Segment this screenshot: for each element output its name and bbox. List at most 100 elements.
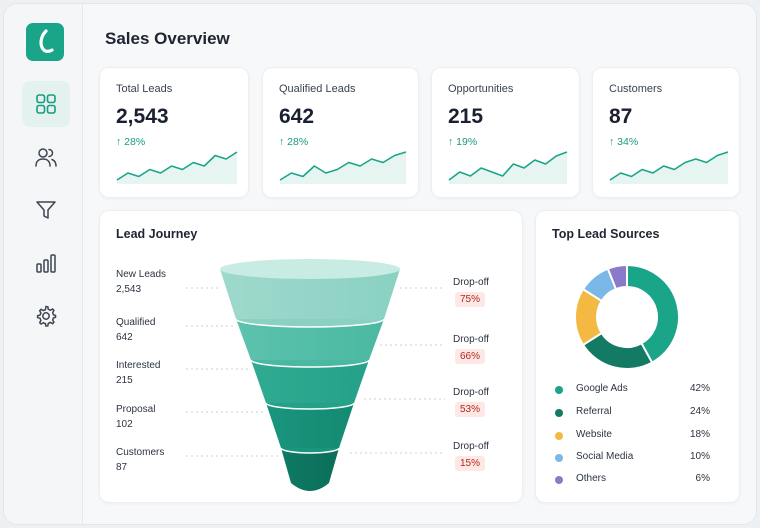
kpi-card-qualified-leads[interactable]: Qualified Leads 642 ↑ 28% <box>262 67 419 198</box>
legend-name: Referral <box>576 406 612 417</box>
legend-swatch <box>555 409 563 417</box>
sidebar-item-settings[interactable] <box>22 293 70 339</box>
dropoff-badge: 66% <box>455 349 486 364</box>
kpi-change: ↑ 19% <box>448 136 478 148</box>
funnel-segment-new-leads[interactable] <box>220 269 400 319</box>
legend-name: Social Media <box>576 451 634 462</box>
gear-icon <box>36 305 57 327</box>
donut-slice-others[interactable] <box>606 264 628 291</box>
kpi-label: Customers <box>609 83 663 95</box>
dropoff-indicator: Drop-off 53% <box>453 387 513 417</box>
sidebar-item-funnel[interactable] <box>22 187 70 233</box>
legend-pct: 6% <box>695 473 710 484</box>
stage-label: Qualified <box>116 317 156 328</box>
kpi-value: 87 <box>609 105 633 128</box>
legend-name: Website <box>576 429 612 440</box>
kpi-change: ↑ 28% <box>279 136 309 148</box>
stage-label: Proposal <box>116 404 156 415</box>
leaf-logo-icon <box>39 29 54 53</box>
card-title: Lead Journey <box>116 227 198 241</box>
grid-icon <box>36 94 56 114</box>
dropoff-badge: 75% <box>455 292 486 307</box>
page-title: Sales Overview <box>105 29 230 48</box>
kpi-card-opportunities[interactable]: Opportunities 215 ↑ 19% <box>431 67 580 198</box>
funnel-stage: Proposal 102 <box>116 402 155 432</box>
kpi-label: Total Leads <box>116 83 173 95</box>
kpi-card-total-leads[interactable]: Total Leads 2,543 ↑ 28% <box>99 67 249 198</box>
sparkline-line <box>279 151 407 181</box>
donut-slice-google-ads[interactable] <box>626 264 680 364</box>
sparkline <box>116 151 238 184</box>
kpi-value: 215 <box>448 105 484 128</box>
bar-chart-icon <box>36 254 56 273</box>
funnel-segment-customers[interactable] <box>281 448 339 491</box>
dropoff-indicator: Drop-off 66% <box>453 334 513 364</box>
legend-item[interactable]: Social Media 10% <box>552 451 710 467</box>
dropoff-badge: 53% <box>455 402 486 417</box>
kpi-change: ↑ 34% <box>609 136 639 148</box>
users-icon <box>35 148 57 167</box>
funnel-segment-qualified[interactable] <box>236 319 384 360</box>
legend-swatch <box>555 454 563 462</box>
legend-pct: 18% <box>689 429 710 440</box>
kpi-label: Qualified Leads <box>279 83 356 95</box>
kpi-change: ↑ 28% <box>116 136 146 148</box>
dropoff-label: Drop-off <box>453 277 489 288</box>
stage-value: 102 <box>116 419 133 430</box>
kpi-label: Opportunities <box>448 83 514 95</box>
kpi-card-customers[interactable]: Customers 87 ↑ 34% <box>592 67 740 198</box>
legend-name: Google Ads <box>576 383 628 394</box>
funnel-stage: New Leads 2,543 <box>116 267 166 297</box>
sparkline-area <box>280 152 406 184</box>
sidebar-item-contacts[interactable] <box>22 134 70 180</box>
dropoff-label: Drop-off <box>453 441 489 452</box>
legend-pct: 24% <box>689 406 710 417</box>
stage-label: Interested <box>116 360 161 371</box>
donut-chart <box>574 264 680 370</box>
legend-swatch <box>555 476 563 484</box>
legend-item[interactable]: Google Ads 42% <box>552 383 710 399</box>
legend-pct: 42% <box>689 383 710 394</box>
stage-label: New Leads <box>116 269 167 280</box>
legend-name: Others <box>576 473 607 484</box>
funnel-icon <box>36 201 56 219</box>
dropoff-label: Drop-off <box>453 387 489 398</box>
legend-item[interactable]: Others 6% <box>552 473 710 489</box>
sparkline-line <box>448 151 568 181</box>
funnel-segment-interested[interactable] <box>251 360 369 403</box>
funnel-stage: Customers 87 <box>116 445 164 475</box>
dropoff-indicator: Drop-off 75% <box>453 277 513 307</box>
dropoff-badge: 15% <box>455 456 486 471</box>
kpi-value: 2,543 <box>116 105 169 128</box>
sidebar-item-dashboard[interactable] <box>22 81 70 127</box>
funnel-segment-proposal[interactable] <box>266 403 354 448</box>
sparkline <box>448 151 568 184</box>
funnel-stage: Interested 215 <box>116 358 160 388</box>
sparkline <box>609 151 729 184</box>
funnel-chart <box>186 259 445 491</box>
dashboard-window: Sales Overview Total Leads 2,543 ↑ 28% Q… <box>3 3 757 525</box>
legend-pct: 10% <box>689 451 710 462</box>
legend-swatch <box>555 386 563 394</box>
legend-item[interactable]: Website 18% <box>552 429 710 445</box>
sparkline-area <box>449 152 567 184</box>
sidebar-item-reports[interactable] <box>22 240 70 286</box>
dropoff-indicator: Drop-off 15% <box>453 441 513 471</box>
stage-value: 642 <box>116 332 133 343</box>
guide-lines <box>186 287 445 457</box>
stage-value: 87 <box>116 462 128 473</box>
legend-item[interactable]: Referral 24% <box>552 406 710 422</box>
funnel-stage: Qualified 642 <box>116 315 155 345</box>
stage-value: 215 <box>116 375 133 386</box>
sparkline <box>279 151 407 184</box>
lead-sources-card: Top Lead Sources Google Ads 42% Referral… <box>535 210 740 503</box>
stage-value: 2,543 <box>116 284 142 295</box>
dropoff-label: Drop-off <box>453 334 489 345</box>
app-logo[interactable] <box>26 23 64 61</box>
legend-swatch <box>555 432 563 440</box>
funnel-top-rim <box>220 259 400 279</box>
sparkline-line <box>609 151 729 181</box>
kpi-value: 642 <box>279 105 315 128</box>
card-title: Top Lead Sources <box>552 227 660 241</box>
sparkline-line <box>116 151 238 181</box>
